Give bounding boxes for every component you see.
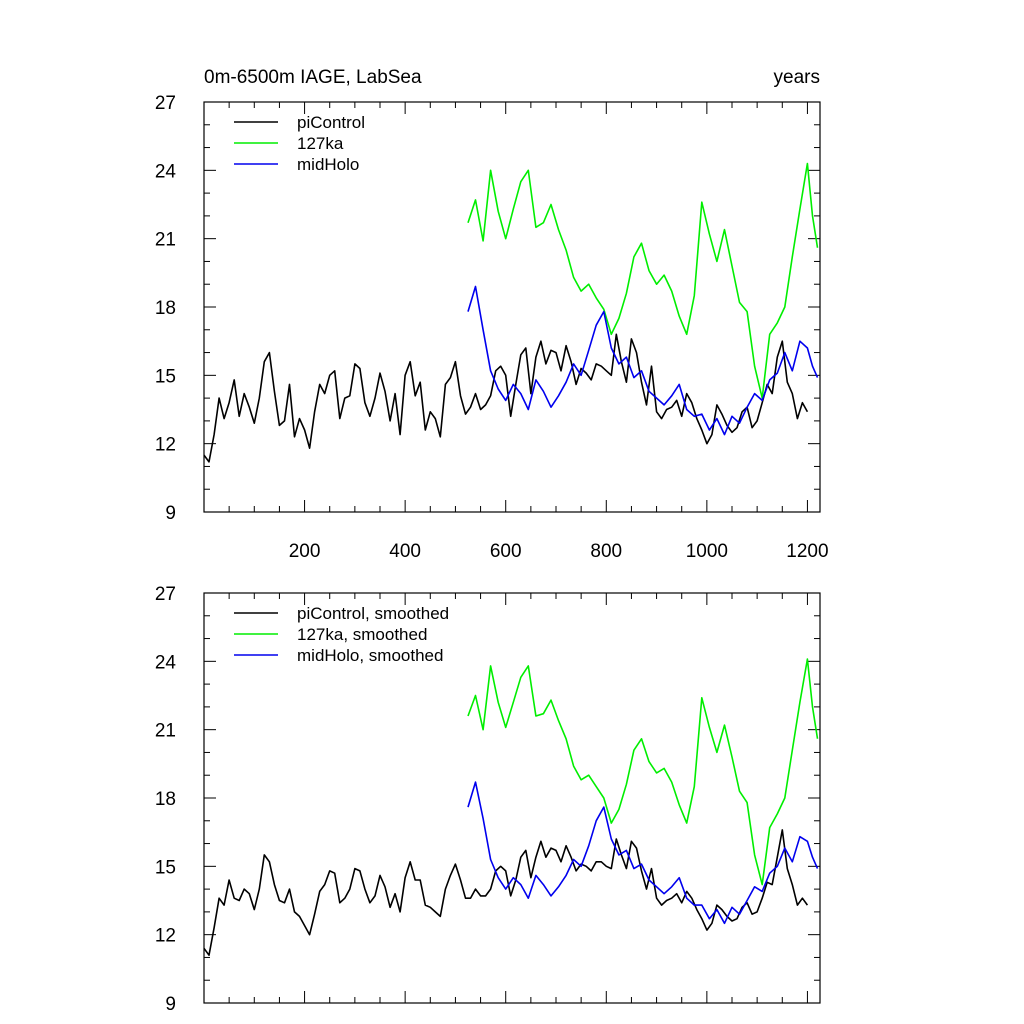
x-tick-label: 400 bbox=[389, 541, 421, 562]
y-tick-label: 12 bbox=[155, 435, 176, 456]
x-tick-label: 200 bbox=[289, 541, 321, 562]
series-line-midholo bbox=[467, 285, 819, 436]
series-line-midholo-smoothed bbox=[467, 781, 819, 925]
y-tick-label: 12 bbox=[155, 926, 176, 947]
legend-label: piControl bbox=[297, 113, 365, 132]
legend-label: piControl, smoothed bbox=[297, 604, 449, 623]
legend-label: midHolo, smoothed bbox=[297, 646, 443, 665]
y-tick-label: 18 bbox=[155, 298, 176, 319]
legend-label: 127ka bbox=[297, 134, 344, 153]
x-tick-label: 600 bbox=[490, 541, 522, 562]
x-tick-label: 800 bbox=[590, 541, 622, 562]
bottom-panel: 9 12 15 18 21 24 27 piControl, smoothed 127ka, s… bbox=[155, 584, 821, 1015]
y-tick-label: 24 bbox=[155, 652, 177, 673]
series-line-picontrol-smoothed bbox=[203, 829, 809, 957]
y-units-label: years bbox=[774, 67, 820, 88]
series-line-127ka bbox=[467, 162, 819, 399]
series-line-127ka-smoothed bbox=[467, 658, 819, 886]
y-tick-label: 21 bbox=[155, 230, 176, 251]
top-panel: 9 12 15 18 21 24 27 200 400 600 800 1000 1200 piContr… bbox=[155, 93, 829, 562]
y-tick-label: 9 bbox=[165, 994, 176, 1015]
x-tick-label: 1200 bbox=[786, 541, 828, 562]
y-tick-label: 24 bbox=[155, 161, 177, 182]
legend-label: 127ka, smoothed bbox=[297, 625, 427, 644]
chart-title: 0m-6500m IAGE, LabSea bbox=[204, 67, 422, 88]
x-tick-label: 1000 bbox=[686, 541, 728, 562]
y-tick-label: 21 bbox=[155, 721, 176, 742]
y-tick-label: 18 bbox=[155, 789, 176, 810]
y-tick-label: 15 bbox=[155, 857, 176, 878]
y-tick-label: 9 bbox=[165, 503, 176, 524]
y-tick-label: 27 bbox=[155, 93, 176, 114]
series-line-picontrol bbox=[203, 333, 809, 463]
y-tick-label: 15 bbox=[155, 366, 176, 387]
y-tick-label: 27 bbox=[155, 584, 176, 605]
legend-label: midHolo bbox=[297, 155, 359, 174]
